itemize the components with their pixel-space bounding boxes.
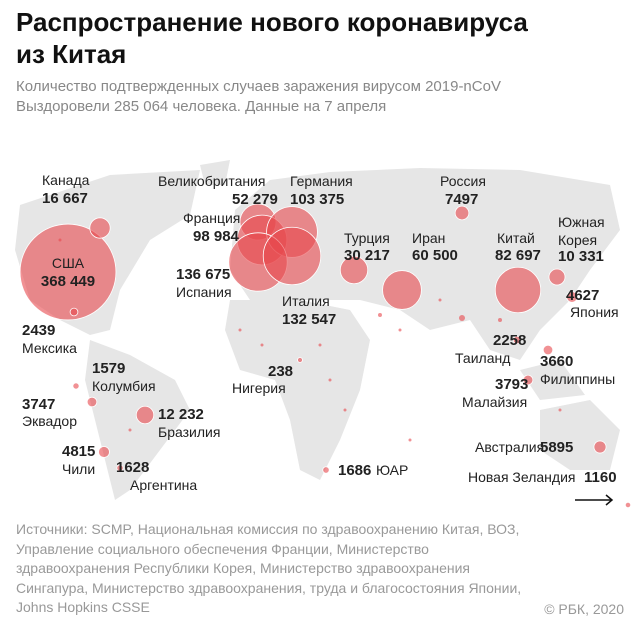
country-name: Япония [570,304,619,320]
case-count: 132 547 [282,311,337,328]
country-name: Италия [282,293,330,309]
case-bubble [116,464,124,472]
case-count: 16 667 [42,190,88,207]
case-bubble [593,440,607,454]
country-name: Филиппины [540,371,616,387]
country-name: Германия [290,173,353,189]
case-count: 368 449 [40,273,96,290]
case-count: 136 675 [176,266,231,283]
title: Распространение нового коронавируса из К… [16,7,528,69]
case-bubble [72,382,80,390]
subtitle: Выздоровели 285 064 человека. Данные на … [16,98,387,115]
copyright: © РБК, 2020 [544,601,624,617]
map [15,160,632,509]
case-count: 3747 [22,396,56,413]
country-name: Канада [42,172,90,188]
country-name: Россия [440,173,486,189]
country-name: Турция [344,230,390,246]
country-name: Эквадор [22,413,77,429]
case-count: 1628 [116,459,150,476]
case-bubble [339,255,369,285]
country-name: США [51,255,85,271]
case-count: 4815 [62,443,96,460]
case-count: 1686 [338,462,372,479]
case-bubble [262,226,322,286]
case-bubble [522,374,534,386]
arrow [575,494,614,506]
case-bubble [566,291,578,303]
subtitle: Количество подтвержденных случаев зараже… [16,78,501,95]
country-name: ЮАР [376,462,409,478]
case-bubble [382,270,422,310]
case-bubble [512,335,522,345]
case-bubble [98,446,110,458]
country-name: Аргентина [130,477,198,493]
case-count: 2439 [22,322,56,339]
case-count: 7497 [445,191,479,208]
country-name: Китай [497,230,535,246]
case-bubble [135,405,155,425]
case-count: 103 375 [290,191,345,208]
country-name: Иран [412,230,446,246]
country-name: Таиланд [455,350,511,366]
country-name: Австралия [475,439,545,455]
case-count: 52 279 [232,191,278,208]
case-count: 1160 [584,469,617,486]
country-name: Новая Зеландия [468,469,576,485]
country-name: Испания [176,284,232,300]
case-count: 12 232 [158,406,204,423]
case-bubble [494,266,542,314]
country-name: Колумбия [92,378,156,394]
case-bubble [542,344,554,356]
country-name: Великобритания [158,173,266,189]
case-bubble [548,268,566,286]
case-bubble [297,357,303,363]
case-count: 10 331 [558,248,604,265]
case-bubble [454,205,470,221]
case-count: 5895 [540,439,574,456]
case-count: 98 984 [193,228,239,245]
case-bubble [19,223,117,321]
country-name: Франция [183,210,241,226]
country-name: Нигерия [232,380,286,396]
case-bubble [69,307,79,317]
case-count: 3660 [540,353,574,370]
country-name: Бразилия [158,424,221,440]
case-count: 2258 [493,332,527,349]
case-count: 82 697 [495,247,541,264]
case-count: 4627 [566,287,600,304]
case-bubble [89,217,111,239]
country-name: Южная Корея [558,214,605,248]
case-bubble [624,501,632,509]
country-name: Малайзия [462,394,528,410]
sources: Источники: SCMP, Национальная комиссия п… [16,521,522,615]
case-count: 3793 [495,376,529,393]
country-name: Мексика [22,340,77,356]
case-bubble [86,396,98,408]
case-count: 60 500 [412,247,458,264]
country-name: Чили [62,461,96,477]
case-count: 1579 [92,360,126,377]
case-bubble [322,466,330,474]
case-count: 30 217 [344,247,390,264]
case-count: 238 [268,363,294,380]
